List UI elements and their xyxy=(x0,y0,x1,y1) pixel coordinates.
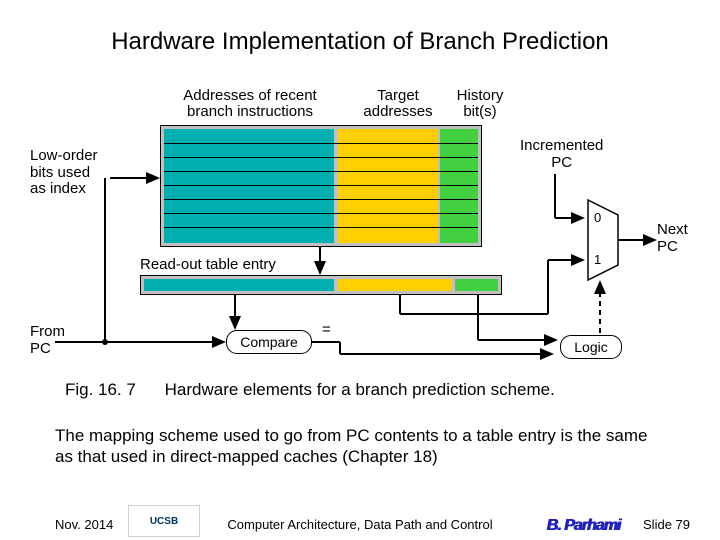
table-row-lines xyxy=(164,129,478,243)
col-header-target: Target addresses xyxy=(348,88,448,120)
prediction-table xyxy=(160,125,482,247)
readout-target xyxy=(337,279,452,291)
index-label: Low-order bits used as index xyxy=(30,148,98,198)
slide-number: Slide 79 xyxy=(643,517,690,532)
page-title: Hardware Implementation of Branch Predic… xyxy=(0,28,720,56)
next-pc-label: Next PC xyxy=(657,222,688,255)
author-name: B. Parhami xyxy=(546,517,620,535)
mux-input-0: 0 xyxy=(594,210,601,225)
readout-addr xyxy=(144,279,334,291)
col-header-history: History bit(s) xyxy=(445,88,515,120)
readout-history xyxy=(455,279,498,291)
incremented-pc-label: Incremented PC xyxy=(520,138,603,171)
compare-box: Compare xyxy=(226,330,312,354)
figure-caption: Fig. 16. 7 Hardware elements for a branc… xyxy=(65,380,655,400)
diagram: = Addresses of recent branch instruction… xyxy=(0,70,720,370)
figure-number: Fig. 16. 7 xyxy=(65,380,136,400)
mux-input-1: 1 xyxy=(594,252,601,267)
slide-footer: Nov. 2014 UCSB Computer Architecture, Da… xyxy=(0,505,720,539)
svg-text:=: = xyxy=(322,321,331,338)
from-pc-label: From PC xyxy=(30,324,65,357)
figure-caption-text: Hardware elements for a branch predictio… xyxy=(165,380,555,400)
readout-label: Read-out table entry xyxy=(140,256,276,273)
logic-box: Logic xyxy=(560,335,622,359)
mapping-note: The mapping scheme used to go from PC co… xyxy=(55,425,665,468)
readout-entry xyxy=(140,275,502,295)
col-header-addresses: Addresses of recent branch instructions xyxy=(165,88,335,120)
